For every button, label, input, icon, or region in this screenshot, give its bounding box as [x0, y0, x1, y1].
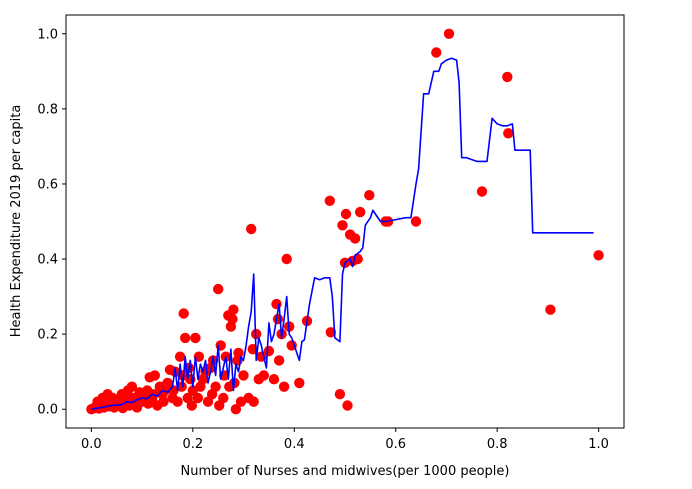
scatter-point: [410, 216, 422, 227]
scatter-point: [340, 208, 352, 220]
scatter-point: [476, 186, 488, 197]
scatter-point: [158, 396, 169, 407]
scatter-point: [172, 396, 183, 407]
scatter-point: [227, 313, 238, 325]
scatter-point: [349, 233, 361, 244]
scatter-point: [180, 332, 191, 344]
series-line: [91, 57, 594, 410]
scatter-point: [190, 332, 201, 344]
scatter-point: [324, 195, 335, 206]
scatter-point: [342, 400, 353, 411]
scatter-point: [286, 340, 297, 351]
scatter-point: [210, 381, 221, 392]
scatter-point: [238, 370, 249, 381]
scatter-point: [126, 381, 138, 392]
scatter-point: [272, 313, 284, 325]
scatter-point: [294, 377, 305, 389]
scatter-point: [278, 381, 290, 392]
scatter-point: [431, 47, 442, 58]
x-tick-label: 0.0: [81, 437, 102, 452]
scatter-point: [213, 283, 224, 295]
scatter-point: [162, 377, 173, 389]
scatter-point: [248, 396, 259, 407]
x-tick-label: 0.8: [487, 437, 508, 452]
scatter-point: [325, 327, 336, 338]
y-tick-label: 1.0: [37, 27, 58, 42]
scatter-point: [364, 190, 375, 201]
scatter-point: [337, 220, 348, 231]
scatter-point: [258, 370, 269, 381]
scatter-point: [215, 340, 226, 351]
scatter-point: [268, 374, 280, 385]
scatter-point: [593, 250, 604, 261]
scatter-point: [246, 223, 257, 235]
scatter-point: [218, 392, 229, 404]
scatter-point: [502, 71, 513, 83]
scatter-point: [233, 347, 244, 359]
scatter-point: [334, 389, 346, 400]
scatter-point: [228, 304, 239, 315]
scatter-point: [443, 28, 455, 39]
y-tick-label: 0.4: [37, 253, 58, 268]
plot-area: [86, 28, 604, 415]
scatter-point: [545, 304, 556, 315]
scatter-point: [192, 392, 204, 404]
plot-frame: [65, 14, 625, 429]
x-tick-label: 0.4: [284, 437, 305, 452]
scatter-point: [178, 308, 189, 319]
y-tick-label: 0.2: [37, 328, 58, 343]
y-axis-label: Health Expenditure 2019 per capita: [9, 105, 24, 338]
scatter-point: [263, 345, 275, 357]
y-tick-label: 0.0: [37, 403, 58, 418]
scatter-point: [281, 253, 292, 265]
y-tick-label: 0.6: [37, 177, 58, 192]
scatter-point: [149, 370, 160, 381]
scatter-point: [230, 404, 242, 415]
scatter-point: [186, 400, 197, 411]
scatter-point: [273, 355, 285, 366]
x-tick-label: 0.2: [182, 437, 203, 452]
scatter-point: [176, 381, 187, 392]
scatter-point: [355, 206, 366, 218]
x-tick-label: 1.0: [588, 437, 609, 452]
x-axis-label: Number of Nurses and midwives(per 1000 p…: [181, 464, 510, 479]
scatter-point: [503, 128, 514, 139]
y-tick-label: 0.8: [37, 102, 58, 117]
axis-ticks: 0.0 0.2 0.4 0.6 0.8 1.0 0.0 0.2 0.4 0.6 0.8 1.0: [37, 27, 609, 452]
x-tick-label: 0.6: [385, 437, 406, 452]
scatter-point: [174, 351, 186, 362]
